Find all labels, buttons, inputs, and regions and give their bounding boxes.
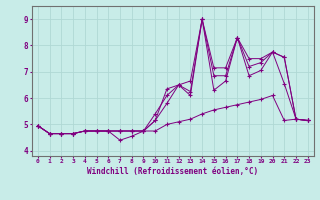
X-axis label: Windchill (Refroidissement éolien,°C): Windchill (Refroidissement éolien,°C) bbox=[87, 167, 258, 176]
